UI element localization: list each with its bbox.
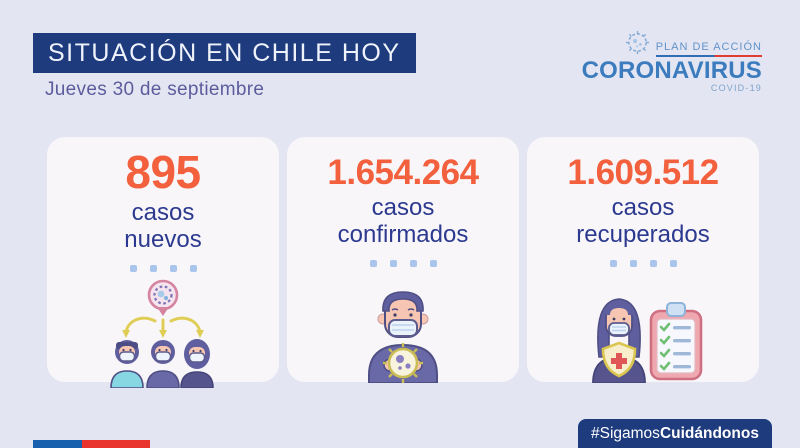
flag-blue-segment bbox=[33, 440, 83, 448]
date-subtitle: Jueves 30 de septiembre bbox=[45, 79, 265, 100]
coronavirus-plan-logo: PLAN DE ACCIÓN CORONAVIRUS COVID-19 bbox=[582, 29, 762, 93]
recovered-cases-value: 1.609.512 bbox=[567, 153, 719, 192]
dots-separator bbox=[129, 264, 197, 272]
plan-de-accion-block: PLAN DE ACCIÓN bbox=[655, 40, 762, 57]
flag-red-segment bbox=[82, 440, 150, 448]
dots-separator bbox=[369, 259, 437, 267]
label-line2: nuevos bbox=[124, 225, 202, 253]
label-line2: confirmados bbox=[337, 220, 469, 248]
logo-top-row: PLAN DE ACCIÓN bbox=[624, 29, 762, 57]
new-cases-label: casos nuevos bbox=[124, 199, 202, 254]
confirmed-cases-label: casos confirmados bbox=[337, 194, 469, 249]
stat-card-casos-nuevos: 895 casos nuevos bbox=[47, 137, 279, 388]
virus-icon bbox=[625, 30, 649, 55]
nurse-shield-checklist-icon bbox=[577, 271, 709, 383]
coronavirus-wordmark: CORONAVIRUS bbox=[581, 57, 762, 84]
masked-person-holding-virus-icon bbox=[343, 271, 463, 383]
recovered-cases-label: casos recuperados bbox=[576, 194, 710, 249]
new-cases-value: 895 bbox=[125, 146, 201, 198]
confirmed-cases-value: 1.654.264 bbox=[327, 153, 479, 192]
hashtag-prefix: #Sigamos bbox=[591, 424, 660, 442]
label-line1: casos bbox=[131, 199, 195, 226]
chile-government-flag-bar bbox=[33, 440, 150, 448]
plan-underline-flag-bar bbox=[655, 54, 762, 57]
page-title: SITUACIÓN EN CHILE HOY bbox=[33, 33, 416, 73]
label-line1: casos bbox=[611, 194, 675, 221]
stat-card-casos-confirmados: 1.654.264 casos confirmados bbox=[287, 137, 519, 383]
label-line2: recuperados bbox=[576, 220, 710, 248]
covid19-label: COVID-19 bbox=[710, 83, 762, 94]
stat-card-casos-recuperados: 1.609.512 casos recuperados bbox=[527, 137, 759, 383]
label-line1: casos bbox=[371, 194, 435, 221]
hashtag-badge: #Sigamos Cuidándonos bbox=[578, 419, 772, 448]
dots-separator bbox=[609, 259, 677, 267]
virus-spread-to-people-icon bbox=[97, 276, 229, 388]
hashtag-bold: Cuidándonos bbox=[659, 424, 759, 442]
plan-de-accion-label: PLAN DE ACCIÓN bbox=[655, 40, 762, 53]
